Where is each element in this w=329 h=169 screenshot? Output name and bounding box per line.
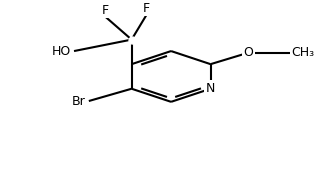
Text: F: F xyxy=(102,4,109,17)
Text: CH₃: CH₃ xyxy=(291,46,314,59)
Text: N: N xyxy=(206,82,215,95)
Text: F: F xyxy=(143,2,150,15)
Text: O: O xyxy=(243,46,253,59)
Text: Br: Br xyxy=(72,94,86,107)
Text: HO: HO xyxy=(51,45,71,58)
